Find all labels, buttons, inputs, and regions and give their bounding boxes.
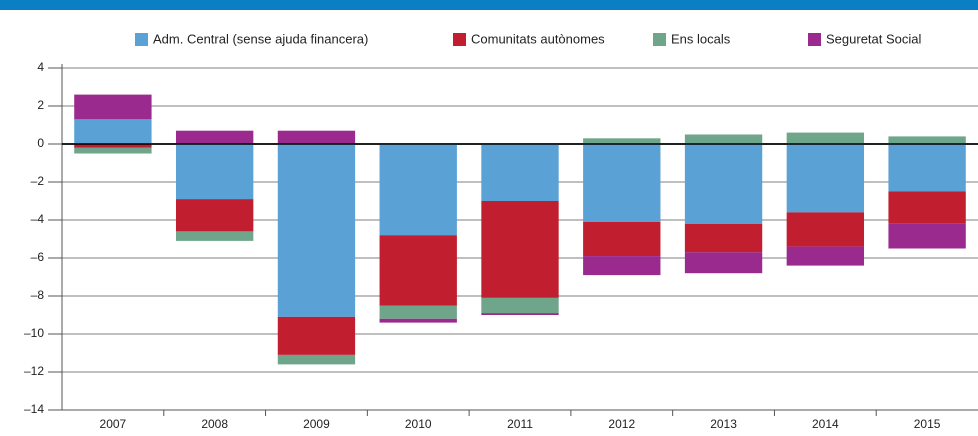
bar-segment — [277, 130, 356, 144]
y-tick-label: –10 — [24, 326, 44, 340]
legend-swatch — [808, 33, 821, 46]
bar-segment — [277, 144, 356, 317]
bar-segment — [379, 305, 457, 319]
bar-segment — [786, 246, 865, 266]
y-tick-label: –2 — [31, 174, 45, 188]
y-tick-label: 0 — [37, 136, 44, 150]
legend-swatch — [653, 33, 666, 46]
x-tick-label: 2013 — [710, 417, 737, 431]
y-tick-label: –8 — [31, 288, 45, 302]
x-tick-label: 2011 — [507, 417, 533, 431]
bar-segment — [74, 147, 152, 154]
x-tick-label: 2010 — [405, 417, 432, 431]
x-tick-label: 2009 — [303, 417, 330, 431]
bar-segment — [379, 235, 457, 306]
bar-segment — [175, 231, 254, 241]
bar-segment — [583, 256, 661, 276]
y-tick-label: –4 — [31, 212, 45, 226]
legend-label: Ens locals — [671, 31, 731, 46]
bar-segment — [74, 144, 152, 148]
bar-segment — [888, 223, 966, 249]
bar-segment — [379, 144, 457, 236]
bar-segment — [481, 313, 559, 315]
bar-segment — [888, 136, 966, 144]
bar-segment — [786, 212, 865, 247]
bar-segment — [684, 144, 763, 224]
legend-label: Seguretat Social — [826, 31, 922, 46]
bar-segment — [175, 199, 254, 232]
bar-segment — [583, 144, 661, 222]
bar-segment — [684, 134, 763, 144]
y-tick-label: –14 — [24, 402, 44, 416]
bar-segment — [786, 132, 865, 144]
bar-segment — [175, 144, 254, 200]
x-tick-label: 2014 — [812, 417, 839, 431]
y-tick-label: 4 — [37, 60, 44, 74]
y-tick-label: –6 — [31, 250, 45, 264]
bar-segment — [888, 191, 966, 224]
bar-segment — [583, 221, 661, 257]
legend-label: Comunitats autònomes — [471, 31, 605, 46]
header-strip — [0, 0, 978, 10]
bar-segment — [481, 201, 559, 298]
x-tick-label: 2007 — [100, 417, 127, 431]
legend-swatch — [135, 33, 148, 46]
bar-segment — [277, 316, 356, 355]
bar-segment — [684, 252, 763, 274]
bar-segment — [277, 354, 356, 365]
bar-segment — [74, 119, 152, 144]
bar-segment — [74, 94, 152, 120]
bar-segment — [481, 144, 559, 201]
bar-segment — [175, 130, 254, 144]
y-tick-label: 2 — [37, 98, 44, 112]
bar-segment — [888, 144, 966, 192]
bar-segment — [379, 318, 457, 323]
bar-segment — [481, 297, 559, 314]
bar-segment — [583, 138, 661, 144]
legend-label: Adm. Central (sense ajuda financera) — [153, 31, 368, 46]
x-tick-label: 2015 — [914, 417, 941, 431]
y-tick-label: –12 — [24, 364, 44, 378]
bar-segment — [684, 223, 763, 253]
legend-swatch — [453, 33, 466, 46]
x-tick-label: 2008 — [201, 417, 228, 431]
bar-segment — [786, 144, 865, 213]
x-tick-label: 2012 — [608, 417, 635, 431]
